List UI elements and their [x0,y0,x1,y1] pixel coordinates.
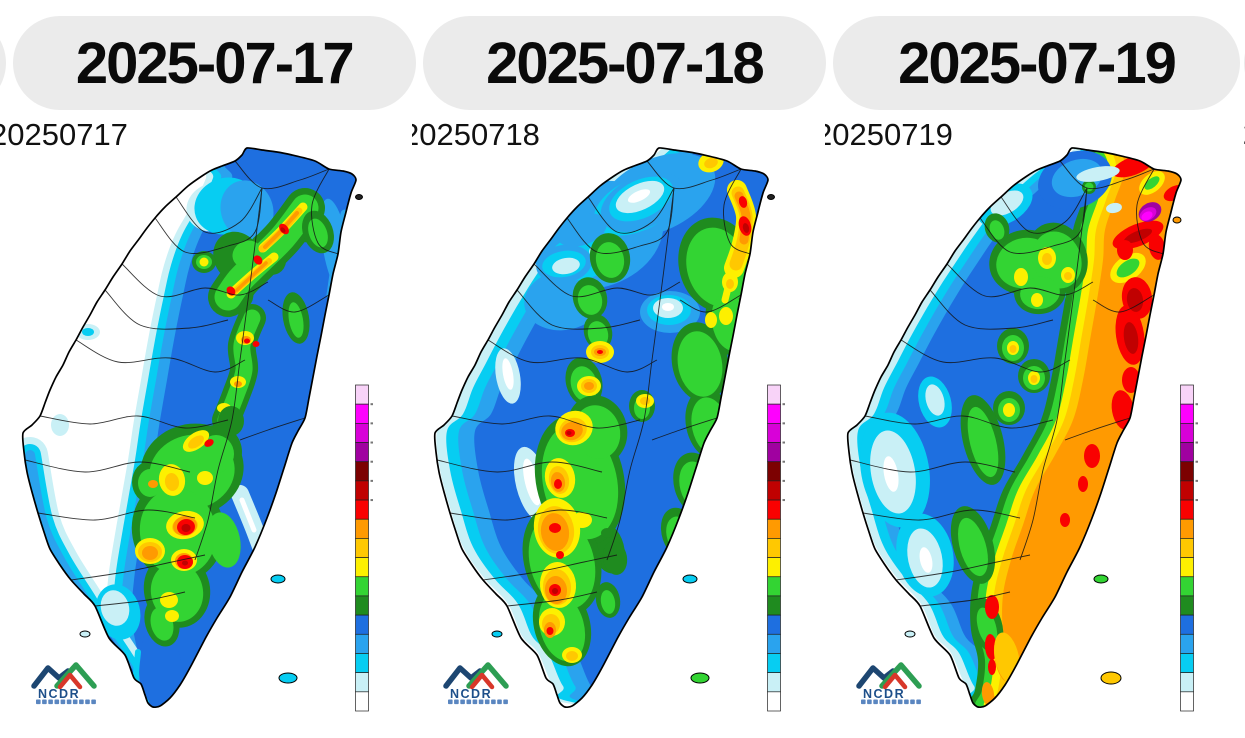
svg-text:NCDR: NCDR [863,687,905,701]
svg-text:NCDR: NCDR [450,687,492,701]
svg-text:20250717: 20250717 [0,117,128,152]
svg-text:20250718: 20250718 [412,117,540,152]
svg-text:20250719: 20250719 [825,117,953,152]
svg-text:NCDR: NCDR [38,687,80,701]
